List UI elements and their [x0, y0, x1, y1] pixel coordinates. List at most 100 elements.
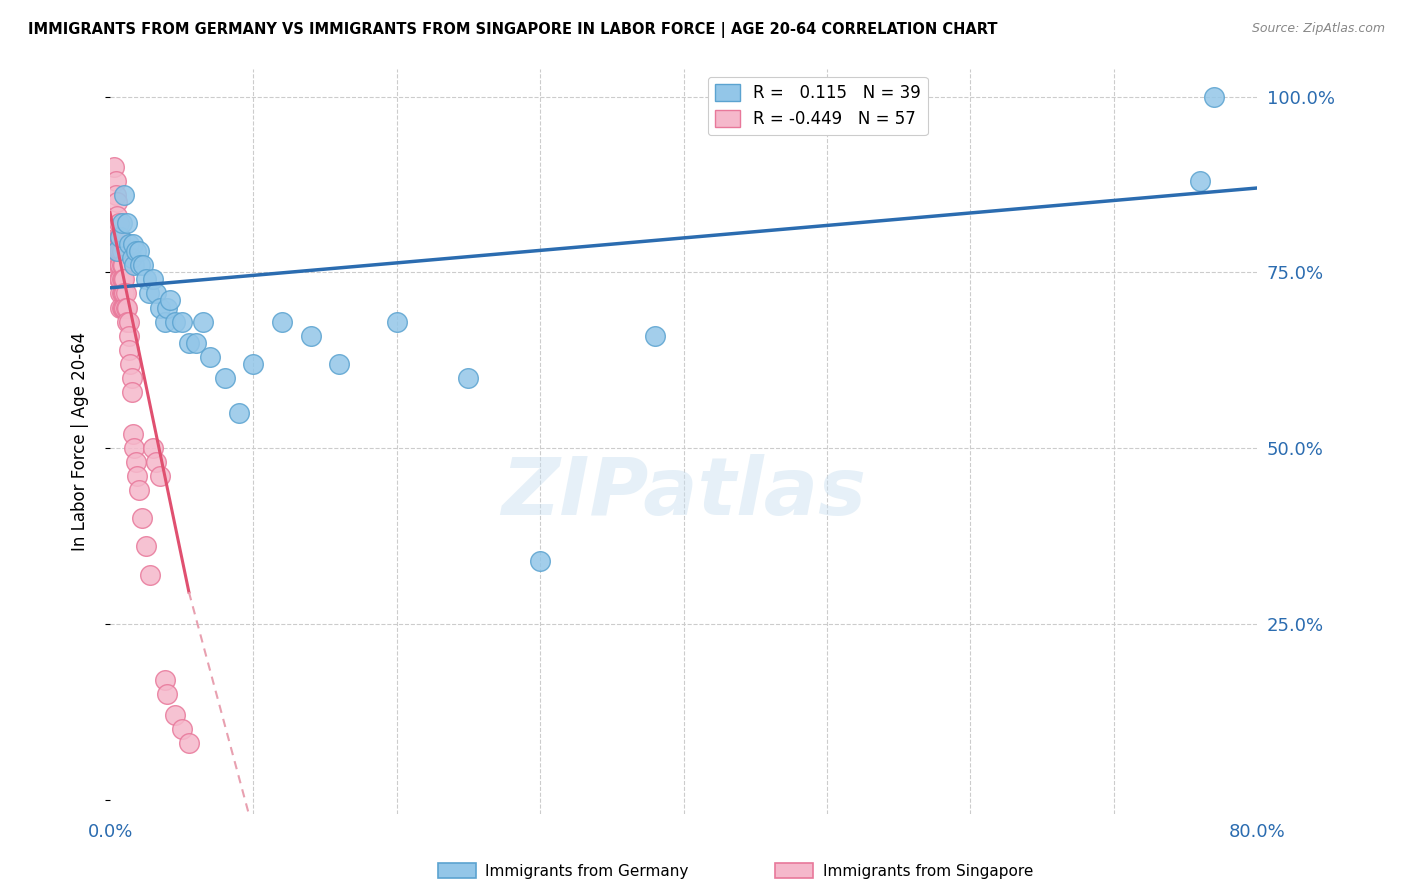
- Point: [108, 258, 131, 272]
- Point: [118, 328, 141, 343]
- Point: [121, 252, 143, 266]
- FancyBboxPatch shape: [776, 863, 814, 879]
- Point: [122, 427, 145, 442]
- Text: Source: ZipAtlas.com: Source: ZipAtlas.com: [1251, 22, 1385, 36]
- Point: [132, 258, 155, 272]
- Point: [108, 286, 131, 301]
- Point: [149, 301, 172, 315]
- Point: [163, 314, 186, 328]
- Text: IMMIGRANTS FROM GERMANY VS IMMIGRANTS FROM SINGAPORE IN LABOR FORCE | AGE 20-64 : IMMIGRANTS FROM GERMANY VS IMMIGRANTS FR…: [28, 22, 998, 38]
- Point: [110, 244, 132, 259]
- Point: [149, 469, 172, 483]
- Point: [112, 188, 135, 202]
- Point: [105, 209, 128, 223]
- Point: [117, 314, 139, 328]
- Point: [177, 736, 200, 750]
- Point: [385, 314, 408, 328]
- Point: [139, 567, 162, 582]
- Point: [105, 230, 128, 244]
- Point: [145, 286, 167, 301]
- Point: [299, 328, 322, 343]
- Point: [242, 357, 264, 371]
- Point: [117, 301, 139, 315]
- Point: [107, 272, 129, 286]
- Point: [110, 216, 132, 230]
- Point: [103, 160, 125, 174]
- Point: [129, 258, 152, 272]
- Text: Immigrants from Singapore: Immigrants from Singapore: [823, 864, 1033, 879]
- Point: [111, 258, 134, 272]
- Point: [124, 258, 146, 272]
- Point: [228, 406, 250, 420]
- Point: [105, 195, 128, 210]
- Point: [107, 230, 129, 244]
- Point: [156, 687, 179, 701]
- Legend: R =   0.115   N = 39, R = -0.449   N = 57: R = 0.115 N = 39, R = -0.449 N = 57: [709, 77, 928, 135]
- Point: [112, 301, 135, 315]
- Point: [121, 384, 143, 399]
- Point: [128, 483, 150, 498]
- Point: [108, 244, 131, 259]
- Point: [170, 723, 193, 737]
- Point: [145, 455, 167, 469]
- Point: [111, 286, 134, 301]
- Point: [1188, 174, 1211, 188]
- Point: [125, 455, 148, 469]
- Point: [110, 258, 132, 272]
- FancyBboxPatch shape: [439, 863, 475, 879]
- Point: [328, 357, 350, 371]
- Point: [107, 258, 129, 272]
- Point: [117, 216, 139, 230]
- Point: [110, 272, 132, 286]
- Point: [142, 441, 165, 455]
- Point: [104, 174, 127, 188]
- Text: ZIPatlas: ZIPatlas: [501, 454, 866, 533]
- Point: [108, 230, 131, 244]
- Point: [111, 301, 134, 315]
- Point: [124, 441, 146, 455]
- Point: [135, 540, 157, 554]
- Point: [177, 335, 200, 350]
- Point: [118, 237, 141, 252]
- Text: Immigrants from Germany: Immigrants from Germany: [485, 864, 689, 879]
- Point: [107, 244, 129, 259]
- Point: [121, 371, 143, 385]
- Point: [644, 328, 666, 343]
- Point: [108, 230, 131, 244]
- Point: [163, 708, 186, 723]
- Point: [214, 371, 236, 385]
- Point: [127, 469, 149, 483]
- Point: [271, 314, 294, 328]
- Point: [107, 216, 129, 230]
- Point: [120, 357, 142, 371]
- Y-axis label: In Labor Force | Age 20-64: In Labor Force | Age 20-64: [72, 332, 89, 550]
- Point: [529, 553, 551, 567]
- Point: [153, 314, 176, 328]
- Point: [125, 244, 148, 259]
- Point: [200, 350, 222, 364]
- Point: [104, 188, 127, 202]
- Point: [108, 272, 131, 286]
- Point: [131, 511, 153, 525]
- Point: [153, 673, 176, 687]
- Point: [457, 371, 479, 385]
- Point: [128, 244, 150, 259]
- Point: [112, 272, 135, 286]
- Point: [110, 286, 132, 301]
- Point: [170, 314, 193, 328]
- Point: [156, 301, 179, 315]
- Point: [112, 286, 135, 301]
- Point: [115, 301, 138, 315]
- Point: [111, 272, 134, 286]
- Point: [184, 335, 207, 350]
- Point: [108, 301, 131, 315]
- Point: [105, 244, 128, 259]
- Point: [118, 343, 141, 357]
- Point: [135, 272, 157, 286]
- Point: [110, 301, 132, 315]
- Point: [193, 314, 215, 328]
- Point: [142, 272, 165, 286]
- Point: [115, 286, 138, 301]
- Point: [138, 286, 160, 301]
- Point: [105, 258, 128, 272]
